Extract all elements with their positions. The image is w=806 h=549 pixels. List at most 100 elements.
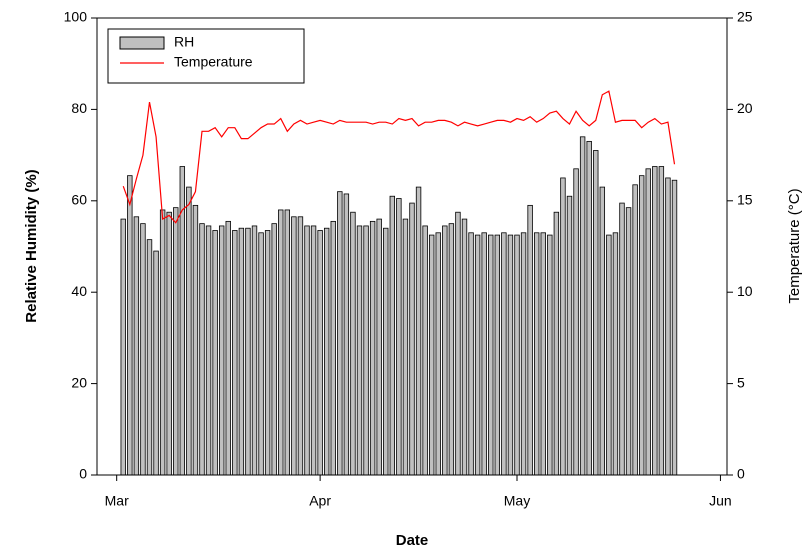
bar (507, 234, 514, 476)
bar (350, 211, 356, 476)
bar (146, 239, 153, 476)
bar (166, 211, 172, 476)
bar (245, 227, 251, 476)
bar (127, 175, 133, 476)
bar (547, 234, 553, 476)
x-tick-label: Jun (709, 493, 732, 509)
bar (665, 177, 671, 476)
bar (527, 204, 533, 476)
bar (409, 202, 415, 476)
y-axis-title: Relative Humidity (%) (23, 169, 40, 322)
plot-frame (96, 17, 728, 476)
legend-swatch (119, 36, 165, 50)
bar (317, 230, 323, 476)
bar (205, 225, 212, 476)
bar (225, 220, 231, 476)
bar (428, 234, 435, 476)
y2-tick-label: 0 (737, 466, 745, 482)
bar (540, 232, 546, 476)
bar (455, 211, 461, 476)
y-tick-label: 100 (64, 9, 88, 25)
bar (120, 218, 126, 476)
bar (488, 234, 494, 476)
bar (481, 232, 487, 476)
bar (448, 223, 455, 476)
bar (343, 193, 350, 476)
bar (376, 218, 382, 476)
bar (579, 136, 586, 476)
bar (514, 234, 520, 476)
bar (310, 225, 317, 476)
bar (363, 225, 369, 476)
y-tick-label: 40 (71, 283, 87, 299)
bar (560, 177, 566, 476)
bar (645, 168, 651, 476)
bar (586, 140, 592, 476)
bar (199, 223, 205, 476)
bar (632, 184, 638, 476)
bar (153, 250, 159, 476)
y2-tick-label: 10 (737, 283, 753, 299)
bar (356, 225, 363, 476)
bar (593, 150, 599, 476)
bar (638, 175, 645, 476)
bar (652, 166, 658, 476)
y-tick-label: 20 (71, 374, 87, 390)
bar (533, 232, 540, 476)
bar (173, 207, 179, 476)
bar (323, 227, 330, 476)
bar (264, 230, 271, 476)
bar (658, 166, 665, 476)
bar (383, 227, 389, 476)
bar (192, 204, 199, 476)
bar (573, 168, 579, 476)
bar (389, 195, 396, 476)
bar (271, 223, 277, 476)
bar (291, 216, 297, 476)
bar (297, 216, 304, 476)
bar (415, 186, 422, 476)
y2-tick-label: 25 (737, 9, 753, 25)
y-tick-label: 0 (79, 466, 87, 482)
bar (619, 202, 625, 476)
y2-tick-label: 5 (737, 374, 745, 390)
y-tick-label: 60 (71, 192, 87, 208)
bar (566, 195, 573, 476)
bar (501, 232, 507, 476)
legend-label: Temperature (174, 54, 253, 70)
x-tick-label: Mar (105, 493, 129, 509)
bar (494, 234, 501, 476)
y2-tick-label: 20 (737, 100, 753, 116)
bar (625, 207, 632, 476)
y2-axis-title: Temperature (°C) (786, 188, 803, 303)
bar (159, 209, 166, 476)
y-tick-label: 80 (71, 100, 87, 116)
x-tick-label: Apr (309, 493, 331, 509)
bar (461, 218, 468, 476)
bar (258, 232, 264, 476)
bar (251, 225, 258, 476)
bar (284, 209, 291, 476)
bar (520, 232, 527, 476)
bar (468, 232, 474, 476)
bar (671, 179, 678, 476)
bar (186, 186, 192, 476)
bar (435, 232, 441, 476)
temperature-line (122, 90, 676, 224)
bar (212, 230, 218, 476)
bar (402, 218, 409, 476)
bar (278, 209, 284, 476)
bar (330, 220, 336, 476)
bar (422, 225, 428, 476)
bar (474, 234, 481, 476)
bar (304, 225, 310, 476)
bar (599, 186, 606, 476)
bar (337, 191, 343, 476)
bar (612, 232, 619, 476)
bar (232, 230, 238, 476)
bar (606, 234, 612, 476)
bar (218, 225, 225, 476)
y2-tick-label: 15 (737, 192, 753, 208)
